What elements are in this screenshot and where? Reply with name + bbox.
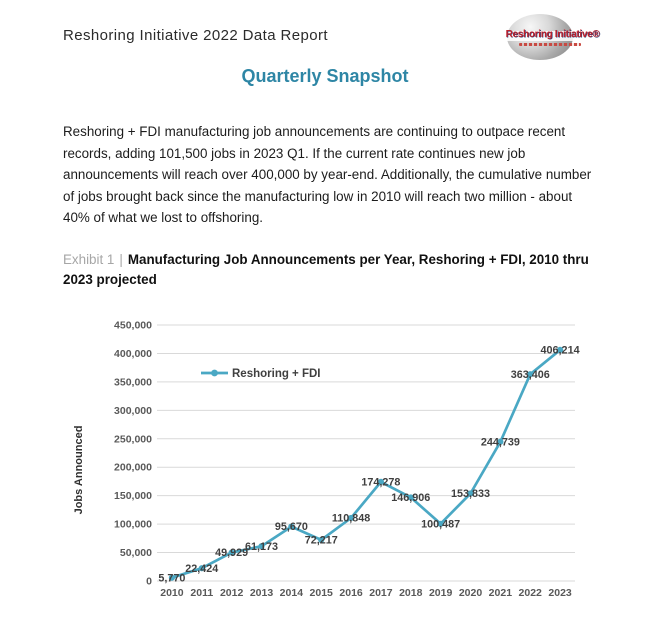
x-tick-label: 2010 bbox=[160, 587, 184, 599]
exhibit-label: Exhibit 1 bbox=[63, 252, 115, 267]
y-tick-label: 0 bbox=[146, 576, 152, 588]
data-label: 95,670 bbox=[275, 521, 308, 533]
x-tick-label: 2013 bbox=[250, 587, 274, 599]
x-tick-label: 2023 bbox=[548, 587, 572, 599]
y-tick-label: 350,000 bbox=[114, 376, 152, 388]
data-label: 174,278 bbox=[361, 476, 400, 488]
data-label: 244,739 bbox=[481, 436, 520, 448]
y-axis-title: Jobs Announced bbox=[73, 426, 85, 515]
data-point-marker bbox=[168, 574, 176, 581]
x-tick-label: 2014 bbox=[280, 587, 304, 599]
y-tick-label: 200,000 bbox=[114, 462, 152, 474]
y-tick-label: 100,000 bbox=[114, 519, 152, 531]
data-label: 72,217 bbox=[305, 535, 338, 547]
x-tick-label: 2022 bbox=[519, 587, 543, 599]
legend-label: Reshoring + FDI bbox=[232, 368, 321, 380]
y-tick-label: 400,000 bbox=[114, 348, 152, 360]
page-title: Quarterly Snapshot bbox=[241, 66, 409, 86]
data-label: 22,424 bbox=[185, 563, 218, 575]
exhibit-caption: Exhibit 1 | Manufacturing Job Announcement… bbox=[63, 250, 615, 290]
data-label: 49,929 bbox=[215, 547, 248, 559]
reshoring-initiative-logo: Reshoring Initiative® bbox=[505, 12, 600, 62]
exhibit-title: Manufacturing Job Announcements per Year… bbox=[63, 252, 589, 287]
data-label: 153,833 bbox=[451, 488, 490, 500]
report-title: Reshoring Initiative 2022 Data Report bbox=[63, 27, 328, 44]
data-label: 406,214 bbox=[541, 345, 580, 357]
data-point-marker bbox=[228, 549, 235, 556]
data-label: 110,848 bbox=[332, 513, 370, 525]
data-point-marker bbox=[347, 514, 355, 522]
data-point-marker bbox=[407, 494, 414, 501]
intro-paragraph: Reshoring + FDI manufacturing job announ… bbox=[63, 124, 592, 225]
data-label: 61,173 bbox=[245, 541, 278, 553]
data-point-marker bbox=[377, 478, 385, 485]
jobs-announced-line-chart: 0 50,000 100,000 150,000 200,000 250,000 300,0… bbox=[73, 320, 580, 600]
y-tick-label: 300,000 bbox=[114, 405, 152, 417]
exhibit-separator: | bbox=[119, 252, 123, 267]
x-tick-label: 2017 bbox=[369, 587, 393, 599]
data-point-marker bbox=[497, 438, 504, 445]
x-tick-label: 2021 bbox=[489, 587, 513, 599]
line-chart: 0 50,000 100,000 150,000 200,000 250,000 300,0… bbox=[55, 308, 650, 613]
x-tick-label: 2019 bbox=[429, 587, 453, 599]
data-label: 146,906 bbox=[391, 492, 430, 504]
data-point-marker bbox=[258, 543, 265, 550]
y-tick-label: 150,000 bbox=[114, 490, 152, 502]
logo-band bbox=[507, 31, 573, 41]
data-label: 5,770 bbox=[158, 572, 185, 584]
data-label: 100,487 bbox=[421, 518, 460, 530]
y-tick-label: 450,000 bbox=[114, 320, 152, 332]
x-tick-label: 2012 bbox=[220, 587, 244, 599]
legend-marker bbox=[211, 369, 218, 377]
x-tick-label: 2020 bbox=[459, 587, 483, 599]
y-tick-label: 250,000 bbox=[114, 433, 152, 445]
data-label: 363,406 bbox=[511, 369, 550, 381]
x-tick-label: 2015 bbox=[310, 587, 334, 599]
data-point-marker bbox=[467, 490, 474, 497]
logo-wordmark: Reshoring Initiative® bbox=[505, 29, 600, 40]
data-point-marker bbox=[556, 346, 564, 354]
series-line bbox=[170, 348, 562, 580]
x-tick-label: 2011 bbox=[190, 587, 213, 599]
x-tick-label: 2018 bbox=[399, 587, 423, 599]
data-point-marker bbox=[527, 371, 534, 378]
data-point-marker bbox=[318, 536, 325, 544]
data-point-marker bbox=[437, 520, 444, 527]
y-tick-label: 50,000 bbox=[120, 547, 152, 559]
logo-tagline bbox=[519, 43, 581, 46]
data-point-marker bbox=[198, 565, 205, 572]
data-point-marker bbox=[288, 523, 295, 530]
x-tick-label: 2016 bbox=[339, 587, 363, 599]
